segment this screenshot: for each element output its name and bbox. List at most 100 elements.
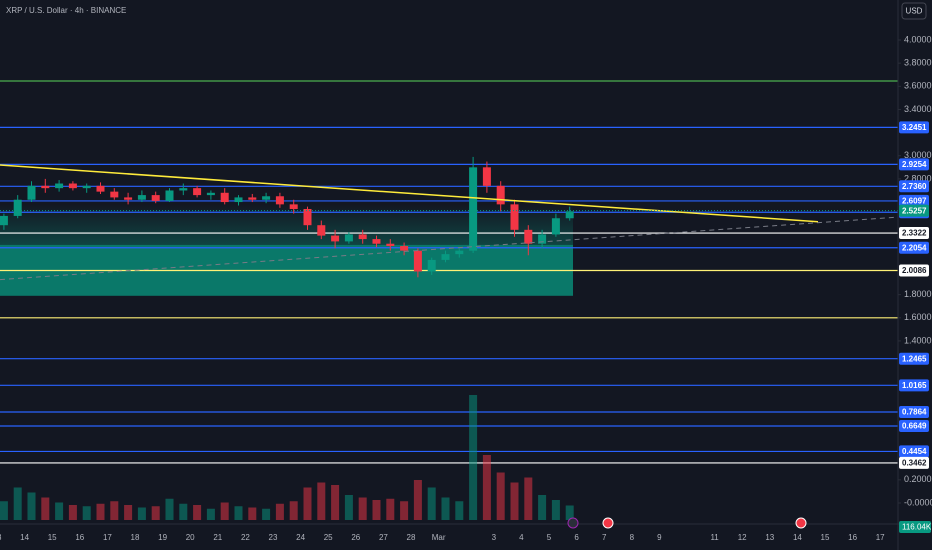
x-tick-label: 27 [379, 533, 388, 542]
candle-body [179, 188, 188, 191]
candle-body [317, 225, 326, 236]
x-tick-label: 12 [738, 533, 747, 542]
x-tick-label: Mar [432, 533, 446, 542]
y-tick-label: 3.4000 [904, 104, 932, 114]
volume-bar [193, 505, 202, 520]
x-tick-label: 6 [574, 533, 579, 542]
x-tick-label: 26 [351, 533, 360, 542]
level-label: 0.7864 [902, 408, 927, 417]
level-label: 2.6097 [902, 197, 927, 206]
candle-body [372, 239, 381, 244]
candle-body [331, 235, 340, 242]
candle-body [0, 215, 8, 226]
candle-body [55, 183, 64, 189]
x-tick-label: 14 [793, 533, 802, 542]
candle-body [206, 192, 215, 196]
volume-bar [137, 507, 146, 520]
volume-bar [510, 482, 519, 520]
level-label: 1.2465 [902, 354, 927, 363]
level-tag [899, 227, 929, 240]
level-tag [899, 194, 929, 207]
y-tick-label: 3.0000 [904, 150, 932, 160]
y-tick-label: 1.8000 [904, 289, 932, 299]
volume-bar [234, 506, 243, 520]
candle-body [110, 191, 119, 198]
volume-tag [899, 521, 931, 533]
level-tag [899, 445, 929, 458]
y-tick-label: 3.6000 [904, 81, 932, 91]
candle-body [427, 259, 436, 272]
candle-body [41, 185, 50, 189]
volume-bar [441, 497, 450, 520]
volume-label: 116.04K [902, 523, 932, 532]
candle-body [68, 183, 77, 189]
y-tick-label: 2.8000 [904, 173, 932, 183]
candle-body [303, 208, 312, 226]
candle-body [13, 199, 22, 216]
volume-bar [124, 505, 133, 520]
volume-bar [275, 503, 284, 520]
x-tick-label: 18 [131, 533, 140, 542]
x-tick-label: 13 [765, 533, 774, 542]
y-tick-label: 1.4000 [904, 335, 932, 345]
level-label: 3.2451 [902, 123, 927, 132]
x-tick-label: 15 [821, 533, 830, 542]
x-tick-label: 28 [407, 533, 416, 542]
volume-bar [220, 502, 229, 520]
x-tick-label: 7 [602, 533, 607, 542]
candle-body [151, 195, 160, 201]
level-label: 0.6649 [902, 422, 927, 431]
volume-bar [372, 500, 381, 520]
volume-bar [303, 487, 312, 520]
volume-bar [41, 497, 50, 520]
volume-bar [400, 501, 409, 520]
y-tick-label: 0.2000 [904, 474, 932, 484]
candle-body [165, 190, 174, 201]
candle-body [469, 167, 478, 251]
volume-bar [455, 501, 464, 520]
volume-bar [538, 495, 547, 520]
x-tick-label: 16 [848, 533, 857, 542]
currency-label[interactable]: USD [906, 7, 923, 16]
level-label: 2.3322 [902, 229, 927, 238]
x-tick-label: 13 [0, 533, 2, 542]
plot-area [0, 80, 898, 520]
x-tick-label: 19 [158, 533, 167, 542]
volume-bar [386, 498, 395, 520]
volume-bar [13, 487, 22, 520]
level-tag [899, 180, 929, 193]
level-tag [899, 121, 929, 134]
candle-body [344, 234, 353, 242]
x-tick-label: 8 [630, 533, 635, 542]
volume-bar [427, 487, 436, 520]
volume-bar [331, 485, 340, 520]
level-label: 0.4454 [902, 447, 927, 456]
level-tag [899, 405, 929, 418]
level-tag [899, 352, 929, 365]
volume-bar [551, 500, 560, 520]
chart-title: XRP / U.S. Dollar · 4h · BINANCE [6, 6, 126, 15]
volume-bar [262, 508, 271, 520]
candle-body [124, 197, 133, 200]
currency-button[interactable] [901, 2, 927, 20]
level-tag [899, 158, 929, 171]
level-tag [899, 456, 929, 469]
candle-body [413, 250, 422, 272]
x-tick-label: 5 [547, 533, 552, 542]
level-label: 2.2054 [902, 243, 927, 252]
trendline [0, 216, 898, 281]
volume-bar [524, 477, 533, 520]
x-tick-label: 4 [519, 533, 524, 542]
volume-bar [206, 508, 215, 520]
level-tag [899, 241, 929, 254]
x-tick-label: 21 [213, 533, 222, 542]
y-tick-label: -0.0000 [904, 497, 932, 507]
x-tick-label: 20 [186, 533, 195, 542]
last-price-label: 2.5257 [902, 206, 927, 215]
volume-bar [317, 482, 326, 520]
candle-body [137, 195, 146, 200]
level-label: 1.0165 [902, 381, 927, 390]
candle-body [275, 196, 284, 205]
candle-body [386, 243, 395, 247]
volume-bar [96, 503, 105, 520]
